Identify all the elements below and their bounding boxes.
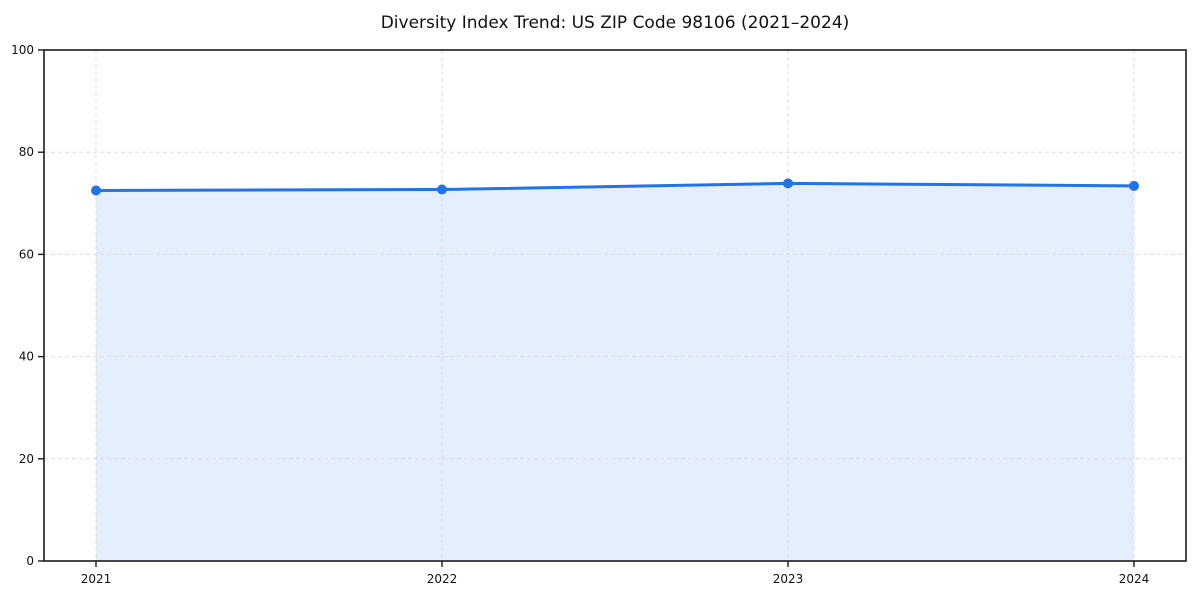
y-tick-label: 80 bbox=[19, 145, 34, 159]
chart-title: Diversity Index Trend: US ZIP Code 98106… bbox=[380, 13, 850, 33]
x-tick-label: 2024 bbox=[1119, 572, 1150, 586]
data-point-2022 bbox=[437, 184, 447, 195]
trend-line bbox=[94, 181, 1136, 193]
plot-border bbox=[43, 49, 1187, 562]
x-tick-label: 2021 bbox=[81, 572, 112, 586]
data-point-2021 bbox=[91, 185, 101, 196]
x-tick-label: 2023 bbox=[773, 572, 804, 586]
y-tick-label: 100 bbox=[11, 43, 34, 57]
area-fill bbox=[96, 183, 1134, 561]
y-tick-label: 40 bbox=[19, 350, 34, 364]
y-tick-label: 20 bbox=[19, 452, 34, 466]
data-point-2024 bbox=[1129, 180, 1139, 191]
x-tick-label: 2022 bbox=[427, 572, 458, 586]
y-tick-label: 0 bbox=[26, 554, 34, 568]
y-tick-label: 60 bbox=[19, 247, 34, 261]
data-point-2023 bbox=[783, 178, 793, 189]
